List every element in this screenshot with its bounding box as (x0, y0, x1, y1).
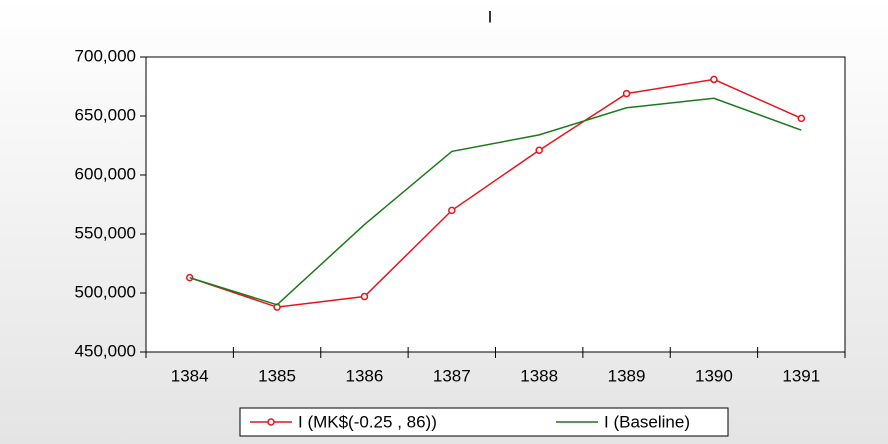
series-line (189, 78, 802, 308)
y-tick-label: 500,000 (75, 282, 136, 301)
series-line (189, 97, 802, 306)
plot-area (145, 56, 846, 353)
x-tick-label: 1385 (258, 366, 296, 385)
y-tick-label: 650,000 (75, 105, 136, 124)
series-marker (535, 146, 543, 154)
x-tick-label: 1387 (433, 366, 471, 385)
series-marker (797, 114, 806, 123)
x-tick-label: 1389 (608, 366, 646, 385)
x-tick-label: 1384 (171, 366, 209, 385)
chart-title: I (488, 7, 493, 26)
series-marker (360, 292, 369, 301)
legend-marker (267, 418, 275, 426)
x-tick-label: 1386 (346, 366, 384, 385)
series-marker (710, 75, 718, 84)
y-tick-label: 550,000 (75, 223, 136, 242)
x-tick-label: 1391 (782, 366, 820, 385)
x-tick-label: 1390 (695, 366, 733, 385)
legend-label: I (Baseline) (604, 412, 690, 431)
y-tick-label: 700,000 (75, 46, 136, 65)
y-tick-label: 600,000 (75, 164, 136, 183)
legend-label: I (MK$(-0.25 , 86)) (298, 412, 437, 431)
legend-box (239, 407, 729, 437)
y-tick-label: 450,000 (75, 341, 136, 360)
series-marker (448, 206, 456, 215)
series-marker (622, 89, 631, 98)
x-tick-label: 1388 (520, 366, 558, 385)
